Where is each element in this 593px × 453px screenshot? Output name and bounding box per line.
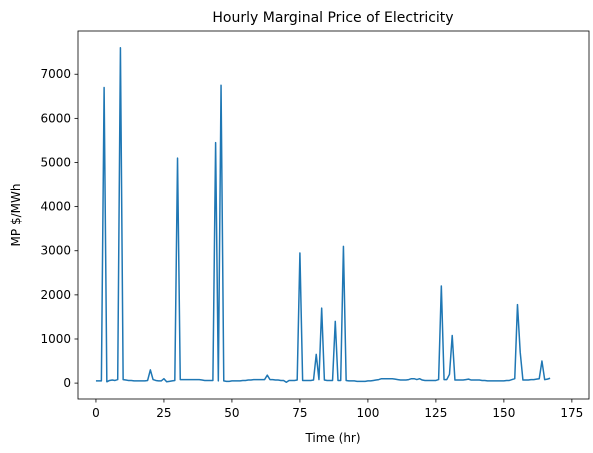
x-tick-label: 150 [492,406,515,420]
x-tick-label: 100 [356,406,379,420]
y-tick-label: 3000 [40,244,71,258]
x-tick-label: 75 [292,406,307,420]
x-tick-label: 125 [424,406,447,420]
x-tick-label: 175 [560,406,583,420]
y-tick-label: 0 [63,376,71,390]
y-tick-label: 6000 [40,111,71,125]
chart-title: Hourly Marginal Price of Electricity [212,10,453,26]
y-tick-label: 2000 [40,288,71,302]
y-tick-label: 5000 [40,155,71,169]
y-tick-label: 1000 [40,332,71,346]
line-series [95,47,551,383]
y-tick-label: 4000 [40,200,71,214]
y-axis-label: MP $/MWh [9,184,23,247]
x-axis-label: Time (hr) [304,431,360,445]
y-tick-label: 7000 [40,67,71,81]
plot-frame [77,30,590,400]
x-tick-label: 25 [156,406,171,420]
x-tick-label: 0 [92,406,100,420]
x-tick-label: 50 [224,406,239,420]
